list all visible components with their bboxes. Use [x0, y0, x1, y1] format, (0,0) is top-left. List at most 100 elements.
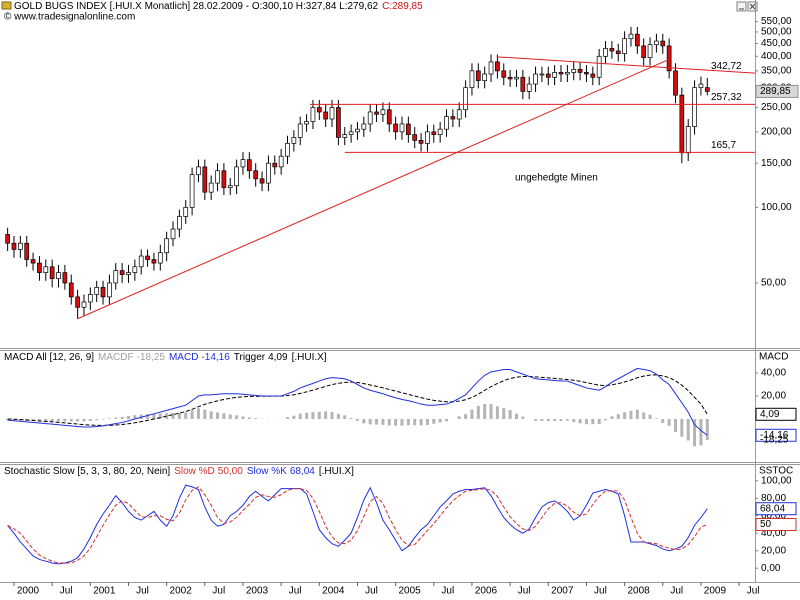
histogram-bar [470, 409, 474, 419]
histogram-bar [642, 412, 646, 419]
histogram-bar [228, 414, 232, 419]
candle-body [539, 73, 545, 76]
y-tick-label: 500,00 [761, 27, 792, 38]
histogram-bar [44, 418, 48, 422]
x-tick-label: Jul [670, 586, 683, 597]
candle-body [291, 137, 297, 144]
candle-body [425, 131, 430, 144]
histogram-bar [12, 418, 16, 421]
histogram-bar [203, 409, 207, 419]
candle-body [43, 266, 49, 273]
y-tick-label: 40,00 [761, 528, 786, 539]
candle-body [399, 123, 405, 133]
candle-body [297, 123, 303, 138]
minimize-button[interactable] [736, 1, 747, 12]
histogram-bar [114, 417, 118, 419]
x-tick-label: 2009 [704, 586, 727, 597]
panel-title: Stochastic Slow [5, 3, 3, 80, 20, Nein] S… [4, 466, 354, 477]
source: © www.tradesignalonline.com [4, 12, 135, 23]
histogram-bar [635, 409, 639, 419]
candle-body [266, 162, 271, 184]
indicator-line [7, 486, 708, 564]
histogram-bar [387, 418, 391, 426]
x-tick-label: Jul [289, 586, 302, 597]
histogram-bar [425, 418, 429, 426]
x-tick-label: 2008 [627, 586, 650, 597]
histogram-bar [693, 418, 697, 447]
histogram-bar [489, 404, 493, 419]
panel-axis-title: SSTOC [759, 466, 793, 477]
value-box [755, 517, 797, 531]
candle-body [526, 83, 532, 92]
histogram-bar [616, 414, 620, 419]
histogram-bar [673, 418, 677, 432]
histogram-bar [88, 418, 92, 421]
histogram-bar [565, 418, 569, 421]
y-tick-label: 100,00 [761, 475, 792, 486]
candle-body [234, 166, 239, 187]
candle-body [577, 68, 583, 73]
candle-body [367, 111, 373, 125]
histogram-bar [521, 416, 525, 419]
histogram-bar [394, 418, 398, 426]
candle-body [119, 270, 125, 275]
histogram-bar [120, 416, 124, 419]
candle-body [469, 70, 475, 89]
histogram-bar [667, 418, 671, 426]
line-label: 165,7 [711, 140, 736, 151]
candle-body [628, 33, 634, 40]
x-tick-label: 2003 [246, 586, 269, 597]
candle-body [164, 238, 169, 254]
y-tick-label: 100,00 [761, 202, 792, 213]
candle-body [444, 116, 449, 130]
x-tick-label: Jul [212, 586, 225, 597]
candle-body [253, 170, 259, 180]
histogram-bar [216, 412, 220, 419]
candle-body [405, 123, 411, 135]
candle-body [37, 262, 42, 273]
x-tick-label: Jul [365, 586, 378, 597]
candle-body [62, 272, 68, 284]
candle-body [151, 259, 157, 264]
histogram-bar [381, 418, 385, 425]
candle-body [278, 155, 284, 168]
candle-body [177, 216, 182, 230]
candle-body [81, 301, 87, 308]
y-tick-label: 20,00 [761, 391, 786, 402]
candle-body [348, 131, 354, 135]
panel-symbol: [.HUI.X] [292, 352, 327, 363]
value-box-label: -18,25 [760, 435, 789, 446]
histogram-bar [126, 416, 130, 419]
candle-body [170, 228, 176, 240]
histogram-bar [31, 418, 35, 421]
histogram-bar [82, 418, 86, 422]
candle-body [660, 40, 666, 47]
candle-body [673, 70, 678, 96]
value-box [755, 407, 797, 421]
candle-body [545, 73, 551, 78]
x-tick-label: 2004 [322, 586, 345, 597]
candle-body [336, 107, 341, 138]
candle-body [603, 48, 608, 57]
candle-body [94, 287, 100, 295]
last-price-label: 289,85 [760, 86, 791, 97]
candle-body [704, 87, 710, 92]
histogram-bar [445, 418, 449, 422]
histogram-bar [298, 413, 302, 419]
value-box [755, 502, 797, 516]
histogram-bar [324, 411, 328, 419]
histogram-bar [311, 412, 315, 419]
candle-body [240, 159, 246, 168]
annotation: ungehedgte Minen [515, 173, 598, 184]
histogram-bar [6, 418, 10, 421]
histogram-bar [37, 418, 41, 422]
candle-body [24, 242, 30, 260]
candle-body [437, 128, 443, 135]
candle-body [323, 111, 329, 120]
indicator-line [7, 367, 708, 436]
y-tick-label: 60,00 [761, 510, 786, 521]
value-box-label: 68,04 [760, 503, 785, 514]
candle-body [418, 139, 424, 144]
legend-name: MACD [169, 352, 198, 363]
